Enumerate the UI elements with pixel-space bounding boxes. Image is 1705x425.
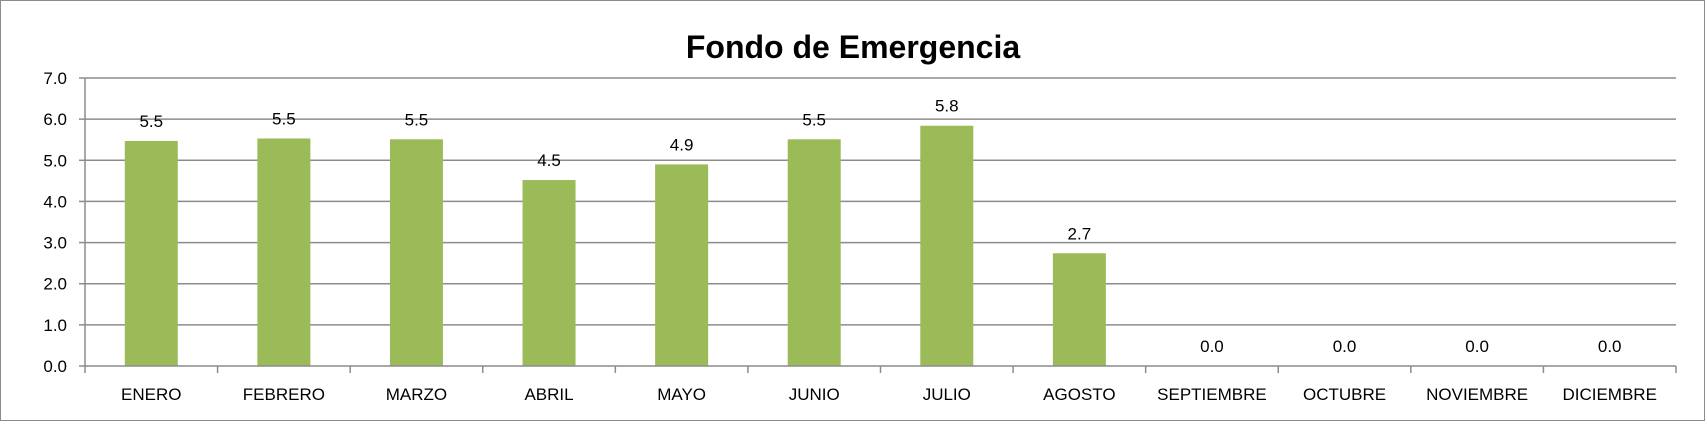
y-tick-label: 0.0 bbox=[43, 357, 67, 376]
data-label: 0.0 bbox=[1200, 337, 1224, 356]
data-label: 5.5 bbox=[802, 110, 826, 129]
x-tick-label: JULIO bbox=[923, 385, 971, 404]
y-tick-label: 3.0 bbox=[43, 234, 67, 253]
x-tick-label: ENERO bbox=[121, 385, 181, 404]
x-tick-label: MARZO bbox=[386, 385, 447, 404]
bars bbox=[124, 125, 1106, 367]
data-label: 2.7 bbox=[1068, 224, 1092, 243]
x-tick-label: JUNIO bbox=[789, 385, 840, 404]
x-tick-label: DICIEMBRE bbox=[1562, 385, 1656, 404]
data-label: 0.0 bbox=[1465, 337, 1489, 356]
data-label: 5.5 bbox=[272, 109, 296, 128]
y-tick-label: 5.0 bbox=[43, 151, 67, 170]
data-label: 4.9 bbox=[670, 135, 694, 154]
bar-agosto bbox=[1052, 253, 1106, 366]
y-tick-label: 7.0 bbox=[43, 69, 67, 88]
data-label: 0.0 bbox=[1333, 337, 1357, 356]
data-label: 5.5 bbox=[405, 110, 429, 129]
x-tick-label: OCTUBRE bbox=[1303, 385, 1386, 404]
x-tick-label: ABRIL bbox=[524, 385, 573, 404]
x-tick-label: FEBRERO bbox=[243, 385, 325, 404]
gridlines bbox=[85, 77, 1676, 326]
bar-marzo bbox=[389, 139, 443, 366]
data-label: 5.5 bbox=[139, 112, 163, 131]
bar-mayo bbox=[655, 164, 709, 366]
x-tick-label: SEPTIEMBRE bbox=[1157, 385, 1267, 404]
data-label: 0.0 bbox=[1598, 337, 1622, 356]
chart-title: Fondo de Emergencia bbox=[686, 29, 1020, 65]
bar-enero bbox=[124, 140, 178, 366]
x-tick-label: NOVIEMBRE bbox=[1426, 385, 1528, 404]
y-tick-label: 1.0 bbox=[43, 316, 67, 335]
bar-febrero bbox=[257, 138, 311, 366]
y-tick-label: 2.0 bbox=[43, 275, 67, 294]
x-tick-label: AGOSTO bbox=[1043, 385, 1115, 404]
data-label: 5.8 bbox=[935, 97, 959, 116]
y-tick-label: 6.0 bbox=[43, 110, 67, 129]
bar-junio bbox=[787, 139, 841, 366]
x-tick-label: MAYO bbox=[657, 385, 706, 404]
y-tick-label: 4.0 bbox=[43, 192, 67, 211]
data-label: 4.5 bbox=[537, 151, 561, 170]
bar-abril bbox=[522, 180, 576, 366]
axes bbox=[79, 77, 1677, 373]
labels: 0.0 1.0 2.0 3.0 4.0 5.0 6.0 7.0 5.5 ENERO 5.5 FEBRE… bbox=[43, 69, 1657, 404]
bar-julio bbox=[920, 125, 974, 367]
